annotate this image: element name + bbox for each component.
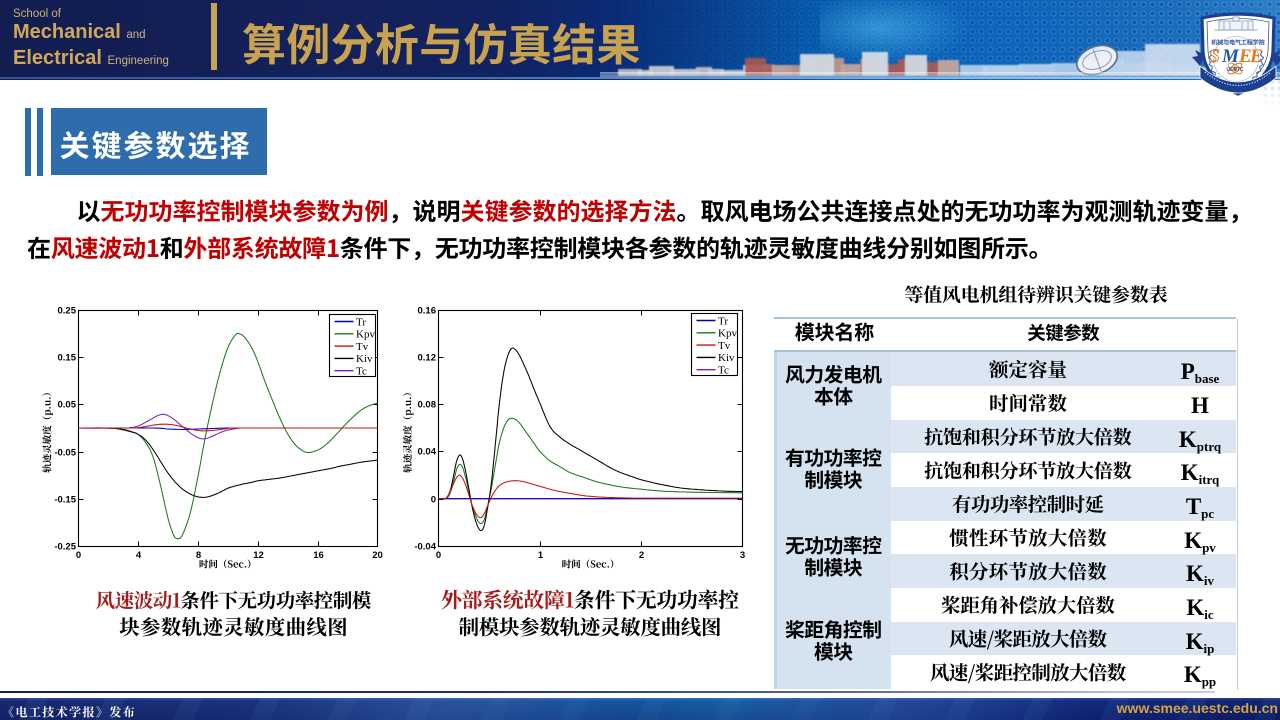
svg-text:16: 16: [313, 550, 324, 561]
svg-text:UESTC: UESTC: [1227, 67, 1244, 73]
svg-text:0.25: 0.25: [58, 306, 77, 317]
svg-text:Kpv: Kpv: [356, 329, 375, 341]
svg-text:0.08: 0.08: [418, 400, 437, 411]
svg-text:0.16: 0.16: [418, 306, 437, 317]
svg-text:Kpv: Kpv: [718, 328, 737, 340]
svg-text:-0.25: -0.25: [54, 542, 76, 553]
svg-text:M: M: [1221, 46, 1240, 67]
svg-text:0.15: 0.15: [58, 353, 77, 364]
svg-text:0: 0: [76, 550, 81, 561]
svg-text:4: 4: [136, 550, 142, 561]
svg-text:20: 20: [372, 550, 383, 561]
svg-text:1: 1: [538, 550, 544, 561]
svg-text:Tc: Tc: [718, 365, 729, 377]
svg-text:0.04: 0.04: [418, 447, 437, 458]
svg-text:3: 3: [740, 550, 745, 561]
svg-text:0: 0: [436, 550, 441, 561]
svg-text:Kiv: Kiv: [718, 352, 735, 364]
svg-text:12: 12: [253, 550, 264, 561]
svg-text:-0.15: -0.15: [54, 495, 76, 506]
svg-text:Tr: Tr: [356, 316, 366, 328]
svg-text:8: 8: [196, 550, 201, 561]
svg-text:Tr: Tr: [718, 315, 728, 327]
svg-text:2: 2: [639, 550, 644, 561]
svg-text:Tv: Tv: [718, 340, 731, 352]
svg-text:Tc: Tc: [356, 366, 367, 378]
svg-text:0.05: 0.05: [58, 400, 77, 411]
svg-text:0.12: 0.12: [418, 353, 437, 364]
svg-text:E: E: [1238, 46, 1252, 67]
svg-text:Tv: Tv: [356, 341, 369, 353]
svg-text:Kiv: Kiv: [356, 353, 373, 365]
svg-text:E: E: [1249, 46, 1263, 67]
svg-text:S: S: [1209, 46, 1220, 67]
svg-text:-0.05: -0.05: [54, 448, 76, 459]
svg-text:0: 0: [431, 495, 436, 506]
svg-text:-0.04: -0.04: [414, 542, 436, 553]
